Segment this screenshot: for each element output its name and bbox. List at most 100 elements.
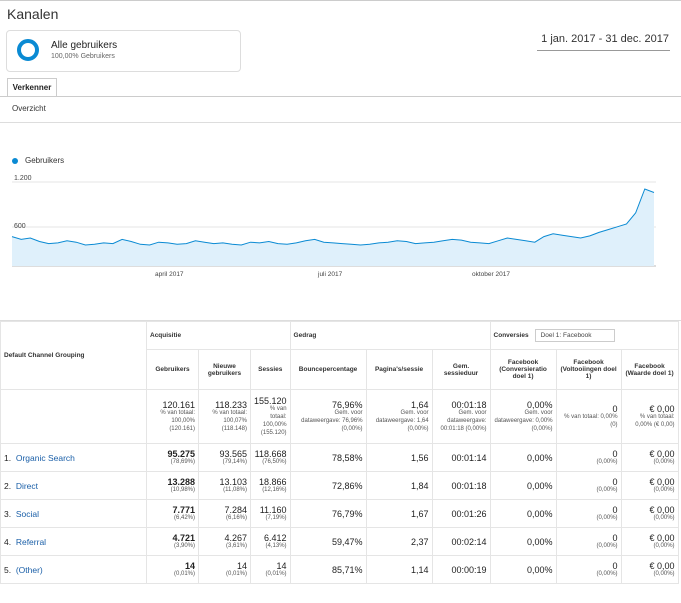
group-gedrag: Gedrag bbox=[289, 321, 491, 350]
cell-pps: 2,37 bbox=[365, 527, 433, 556]
col-sessieduur[interactable]: Gem. sessieduur bbox=[431, 349, 491, 390]
cell-users: 95.275 (78,69%) bbox=[146, 443, 199, 472]
segment-name: Alle gebruikers bbox=[51, 40, 118, 51]
y-tick-600: 600 bbox=[14, 223, 26, 230]
legend-dot-icon bbox=[12, 158, 18, 164]
tab-verkenner[interactable]: Verkenner bbox=[7, 78, 57, 96]
cell-completions-value: 0 bbox=[612, 504, 618, 515]
col-bouncepercentage[interactable]: Bouncepercentage bbox=[289, 349, 367, 390]
users-line bbox=[11, 188, 655, 246]
cell-duration: 00:00:19 bbox=[431, 555, 491, 584]
cell-users-pct: (6,42%) bbox=[173, 514, 195, 521]
cell-conv-rate: 0,00% bbox=[489, 499, 557, 528]
row-index: 3. bbox=[4, 508, 12, 519]
cell-pps: 1,67 bbox=[365, 499, 433, 528]
row-header[interactable]: Default Channel Grouping bbox=[0, 321, 147, 390]
cell-completions-pct: (0,00%) bbox=[596, 542, 618, 549]
cell-value: € 0,00 (0,00%) bbox=[620, 555, 679, 584]
table-divider bbox=[0, 320, 681, 321]
row-label: 4. Referral bbox=[0, 527, 147, 556]
cell-sessions-value: 18.866 bbox=[259, 476, 287, 487]
cell-new-value: 13.103 bbox=[219, 476, 247, 487]
total-pps: 1,64 Gem. voor dataweergave: 1,64 (0,00%) bbox=[365, 389, 433, 444]
cell-users-pct: (0,01%) bbox=[173, 570, 195, 577]
total-conv-rate-sub: Gem. voor dataweergave: 0,00% (0,00%) bbox=[494, 409, 553, 432]
cell-sessions: 6.412 (4,13%) bbox=[250, 527, 291, 556]
cell-new-value: 14 bbox=[236, 560, 247, 571]
col-voltooiingen[interactable]: Facebook (Voltooiingen doel 1) bbox=[555, 349, 622, 390]
total-users: 120.161% van totaal: 100,00% (120.161) bbox=[146, 389, 199, 444]
chart-legend-label[interactable]: Gebruikers bbox=[25, 156, 65, 165]
col-conversieratio[interactable]: Facebook (Conversieratio doel 1) bbox=[489, 349, 557, 390]
cell-bounce: 72,86% bbox=[289, 471, 367, 500]
cell-new: 7.284 (6,16%) bbox=[198, 499, 251, 528]
cell-new-pct: (6,16%) bbox=[225, 514, 247, 521]
total-completions: 0% van totaal: 0,00% (0) bbox=[555, 389, 622, 444]
totals-row: 120.161% van totaal: 100,00% (120.161) 1… bbox=[0, 389, 679, 444]
x-tick-april: april 2017 bbox=[155, 271, 184, 278]
cell-conv-rate: 0,00% bbox=[489, 443, 557, 472]
channel-link-social[interactable]: Social bbox=[15, 508, 39, 519]
total-duration: 00:01:18 Gem. voor dataweergave: 00:01:18… bbox=[431, 389, 491, 444]
segment-card[interactable]: Alle gebruikers 100,00% Gebruikers bbox=[6, 30, 241, 72]
cell-users: 13.288 (10,98%) bbox=[146, 471, 199, 500]
cell-sessions-pct: (12,16%) bbox=[262, 486, 287, 493]
subtab-overzicht[interactable]: Overzicht bbox=[12, 104, 46, 113]
goal-select[interactable]: Doel 1: Facebook bbox=[534, 329, 615, 342]
cell-value-pct: (0,00%) bbox=[653, 514, 675, 521]
channel-link-referral[interactable]: Referral bbox=[15, 536, 47, 547]
date-range-picker[interactable]: 1 jan. 2017 - 31 dec. 2017 bbox=[541, 33, 669, 45]
total-duration-sub: Gem. voor dataweergave: 00:01:18 (0,00%) bbox=[440, 409, 487, 432]
cell-new-pct: (11,08%) bbox=[223, 486, 247, 493]
total-value: € 0,00% van totaal: 0,00% (€ 0,00) bbox=[620, 389, 679, 444]
channel-link-organic-search[interactable]: Organic Search bbox=[15, 452, 75, 463]
cell-sessions-value: 6.412 bbox=[264, 532, 287, 543]
col-paginas-sessie[interactable]: Pagina's/sessie bbox=[365, 349, 433, 390]
cell-value-value: € 0,00 bbox=[649, 532, 675, 543]
cell-completions: 0 (0,00%) bbox=[555, 471, 622, 500]
date-range-underline bbox=[537, 50, 670, 51]
cell-duration: 00:02:14 bbox=[431, 527, 491, 556]
total-conv-rate: 0,00% Gem. voor dataweergave: 0,00% (0,00… bbox=[489, 389, 557, 444]
channel-link-other[interactable]: (Other) bbox=[15, 564, 43, 575]
total-conv-rate-value: 0,00% bbox=[527, 399, 553, 410]
cell-new-pct: (0,01%) bbox=[225, 570, 247, 577]
group-acquisitie: Acquisitie bbox=[146, 321, 291, 350]
cell-duration: 00:01:18 bbox=[431, 471, 491, 500]
row-label: 2. Direct bbox=[0, 471, 147, 500]
cell-new: 14 (0,01%) bbox=[198, 555, 251, 584]
total-bounce-value: 76,96% bbox=[332, 399, 363, 410]
row-index: 4. bbox=[4, 536, 12, 547]
users-line-chart[interactable]: 1.200 600 april 2017 juli 2017 oktober 2… bbox=[0, 172, 681, 287]
col-sessies[interactable]: Sessies bbox=[250, 349, 291, 390]
row-label: 3. Social bbox=[0, 499, 147, 528]
cell-new: 13.103 (11,08%) bbox=[198, 471, 251, 500]
cell-new-value: 93.565 bbox=[219, 448, 247, 459]
total-pps-value: 1,64 bbox=[411, 399, 429, 410]
cell-sessions: 11.160 (7,19%) bbox=[250, 499, 291, 528]
cell-users-value: 14 bbox=[184, 560, 195, 571]
col-waarde[interactable]: Facebook (Waarde doel 1) bbox=[620, 349, 679, 390]
section-divider bbox=[0, 122, 681, 123]
cell-users-pct: (3,90%) bbox=[173, 542, 195, 549]
total-new: 118.233% van totaal: 100,07% (118.148) bbox=[198, 389, 251, 444]
total-users-value: 120.161 bbox=[162, 399, 195, 410]
cell-pps: 1,14 bbox=[365, 555, 433, 584]
cell-completions-pct: (0,00%) bbox=[596, 458, 618, 465]
cell-sessions: 14 (0,01%) bbox=[250, 555, 291, 584]
table-row: 2. Direct 13.288 (10,98%) 13.103 (11,08%) … bbox=[0, 471, 679, 500]
table-row: 5. (Other) 14 (0,01%) 14 (0,01%) 14 (0,01%)… bbox=[0, 555, 679, 584]
cell-value: € 0,00 (0,00%) bbox=[620, 471, 679, 500]
cell-value: € 0,00 (0,00%) bbox=[620, 527, 679, 556]
cell-bounce: 59,47% bbox=[289, 527, 367, 556]
cell-conv-rate: 0,00% bbox=[489, 555, 557, 584]
channel-link-direct[interactable]: Direct bbox=[15, 480, 39, 491]
cell-new-pct: (79,14%) bbox=[222, 458, 247, 465]
cell-value: € 0,00 (0,00%) bbox=[620, 499, 679, 528]
total-new-sub: % van totaal: 100,07% (118.148) bbox=[212, 409, 247, 432]
segment-donut-icon bbox=[17, 39, 39, 61]
col-nieuwe-gebruikers[interactable]: Nieuwe gebruikers bbox=[198, 349, 251, 390]
cell-value-pct: (0,00%) bbox=[653, 570, 675, 577]
cell-value-value: € 0,00 bbox=[649, 560, 675, 571]
col-gebruikers[interactable]: Gebruikers bbox=[146, 349, 199, 390]
